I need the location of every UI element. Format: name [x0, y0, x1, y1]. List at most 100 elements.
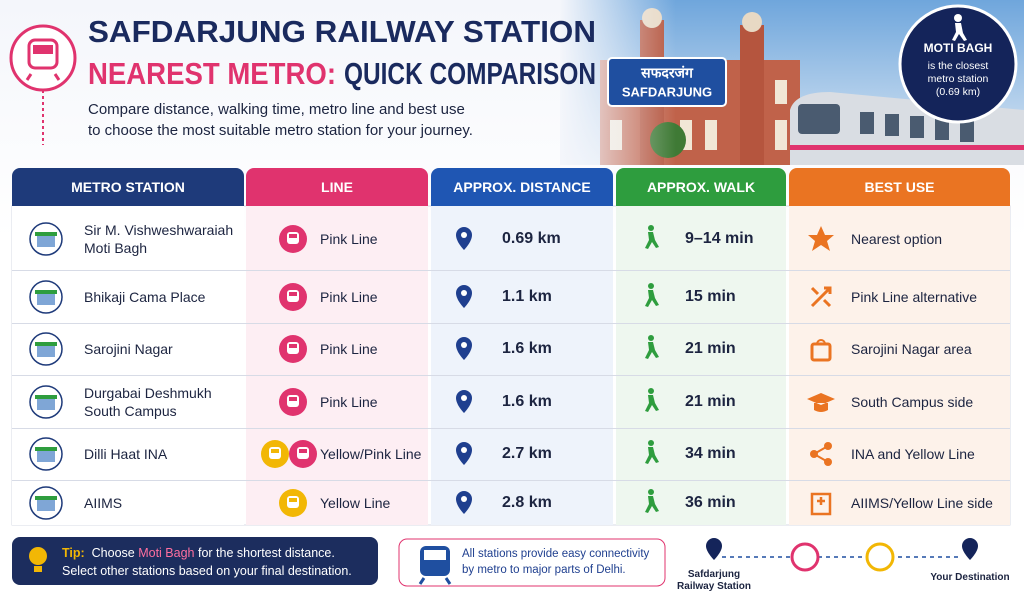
line-icon	[276, 385, 310, 419]
column-header-text: BEST USE	[864, 179, 935, 195]
station-name: Sarojini Nagar	[84, 341, 173, 357]
best-use: Nearest option	[851, 230, 943, 247]
distance: 0.69 km	[502, 229, 561, 247]
distance: 2.7 km	[502, 445, 552, 462]
column-header: LINE	[246, 168, 428, 206]
station-icon	[29, 221, 63, 256]
sign-english: SAFDARJUNG	[622, 84, 712, 99]
column-bg	[431, 206, 613, 525]
walk-icon	[633, 486, 667, 520]
use-icon	[804, 222, 838, 256]
route-end-pin	[962, 538, 978, 560]
tip-box	[12, 537, 378, 585]
connectivity-text: All stations provide easy connectivity b…	[462, 548, 650, 576]
tip-text: Tip: Choose Moti Bagh for the shortest d…	[62, 544, 372, 580]
use-icon	[804, 280, 838, 314]
station-name: Durgabai Deshmukh South Campus	[84, 384, 212, 419]
route-pink	[790, 542, 820, 572]
walk-icon	[633, 222, 667, 256]
walk-time: 34 min	[685, 445, 736, 462]
tip-after: for the shortest distance.	[197, 546, 335, 560]
station-sign	[607, 57, 727, 107]
distance-icon	[447, 385, 481, 419]
distance: 1.6 km	[502, 340, 552, 357]
line-name: Pink Line	[320, 230, 378, 247]
badge-title: MOTI BAGH	[924, 41, 993, 55]
distance: 1.1 km	[502, 287, 552, 305]
use-icon	[804, 332, 838, 366]
walk-time: 36 min	[685, 493, 736, 511]
best-use: Sarojini Nagar area	[851, 341, 972, 357]
walk-icon	[633, 385, 667, 419]
station-name: Bhikaji Cama Place	[84, 288, 206, 305]
line-name: Yellow/Pink Line	[320, 446, 422, 462]
walk-time: 9–14 min	[685, 229, 754, 247]
badge-text-box: is the closest metro station (0.69 km)	[928, 60, 989, 98]
column-header: APPROX. WALK	[616, 168, 786, 206]
walk-time: 21 min	[685, 340, 736, 357]
line-icon	[286, 437, 320, 471]
column-bg	[616, 206, 786, 525]
walk-icon	[952, 14, 967, 41]
column-header: METRO STATION	[12, 168, 244, 206]
route-yellow	[865, 542, 895, 572]
best-use: South Campus side	[851, 393, 974, 410]
column-header-text: APPROX. DISTANCE	[453, 179, 591, 195]
sign-hindi: सफदरजंग	[640, 65, 694, 81]
distance-icon	[447, 280, 481, 314]
best-use: AIIMS/Yellow Line side	[851, 494, 993, 511]
title-rest: QUICK COMPARISON	[344, 56, 596, 91]
column-header: BEST USE	[789, 168, 1010, 206]
line-icon	[276, 222, 310, 256]
distance: 2.8 km	[502, 493, 552, 511]
bulb-icon	[29, 547, 47, 572]
badge	[898, 4, 1018, 124]
station-icon	[29, 485, 63, 520]
distance-icon	[447, 222, 481, 256]
line-name: Pink Line	[320, 288, 378, 305]
walk-time: 21 min	[685, 392, 736, 410]
line-name: Yellow Line	[320, 494, 391, 511]
row-divider	[12, 323, 1010, 324]
line-icon	[258, 437, 292, 471]
line-name: Pink Line	[320, 393, 378, 410]
column-bg	[246, 206, 428, 525]
line-icon	[276, 486, 310, 520]
row-divider	[12, 428, 1010, 429]
title-line1: SAFDARJUNG RAILWAY STATION	[88, 14, 596, 49]
station-name: AIIMS	[84, 494, 123, 511]
logo	[9, 24, 77, 145]
station-icon	[29, 279, 63, 314]
station-icon	[29, 384, 63, 419]
column-header-text: METRO STATION	[71, 179, 185, 195]
best-use: Pink Line alternative	[851, 288, 978, 305]
route-start: Safdarjung Railway Station	[677, 569, 751, 592]
tip-highlight: Moti Bagh	[138, 546, 195, 560]
column-bg	[12, 206, 244, 525]
station-icon	[29, 437, 63, 471]
column-header-text: APPROX. WALK	[646, 179, 756, 195]
use-icon	[804, 486, 838, 520]
route-start-pin	[706, 538, 722, 560]
use-icon	[804, 437, 838, 471]
use-icon	[804, 385, 838, 419]
tip-label: Tip:	[62, 546, 85, 560]
walk-icon	[633, 332, 667, 366]
subtitle-line1: Compare distance, walking time, metro li…	[88, 101, 465, 118]
line-icon	[276, 280, 310, 314]
station-icon	[29, 332, 63, 366]
line-icon	[276, 332, 310, 366]
column-header-text: LINE	[321, 179, 353, 195]
distance-icon	[447, 486, 481, 520]
station-name: Sir M. Vishweshwaraiah Moti Bagh	[84, 221, 234, 256]
distance-icon	[447, 332, 481, 366]
column-header: APPROX. DISTANCE	[431, 168, 613, 206]
distance-icon	[447, 437, 481, 471]
title-highlight: NEAREST METRO:	[88, 56, 336, 91]
row-divider	[12, 270, 1010, 271]
subtitle-line2: to choose the most suitable metro statio…	[88, 122, 473, 139]
tip-before: Choose	[91, 546, 135, 560]
route-end: Your Destination	[930, 572, 1010, 583]
line-name: Pink Line	[320, 341, 378, 357]
